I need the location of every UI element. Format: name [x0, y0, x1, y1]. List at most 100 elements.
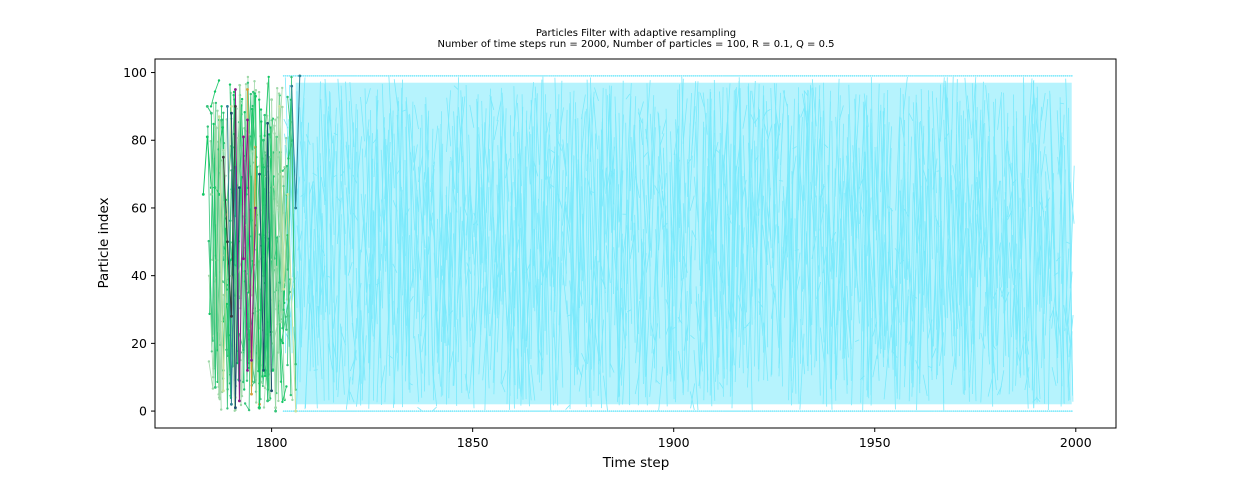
particle-point: [230, 402, 233, 406]
dense-particle-point: [379, 75, 382, 77]
dense-particle-point: [612, 75, 615, 77]
dense-particle-point: [801, 410, 804, 412]
dense-particle-point: [1054, 75, 1057, 77]
early-particle-point: [280, 340, 283, 343]
dense-particle-point: [660, 75, 663, 77]
dense-particle-point: [534, 75, 536, 77]
dense-particle-point: [817, 75, 820, 77]
dense-particle-point: [417, 410, 420, 412]
dense-particle-point: [654, 410, 657, 412]
particle-point: [222, 149, 225, 152]
early-particle-point: [243, 388, 246, 391]
dense-particle-point: [700, 75, 703, 77]
dense-particle-point: [761, 75, 764, 77]
dense-particle-point: [918, 410, 920, 412]
early-particle-point: [263, 386, 267, 390]
dense-particle-point: [578, 410, 581, 412]
dense-particle-point: [518, 75, 520, 77]
dense-particle-point: [1054, 410, 1057, 412]
dense-particle-point: [628, 410, 631, 412]
dense-particle-point: [1010, 410, 1013, 412]
dense-particle-point: [329, 410, 331, 412]
dense-particle-point: [620, 410, 623, 412]
dense-particle-point: [982, 410, 985, 412]
particle-trajectory-line: [279, 106, 297, 412]
dense-particle-point: [869, 75, 872, 77]
early-particle-point: [281, 400, 284, 404]
dense-particle-point: [1028, 75, 1031, 77]
dense-particle-point: [534, 410, 536, 412]
dense-particle-point: [479, 410, 482, 412]
dense-particle-point: [564, 75, 566, 77]
dense-particle-point: [849, 410, 852, 412]
dense-particle-point: [1018, 75, 1021, 77]
early-particle-point: [216, 109, 219, 113]
dense-particle-point: [698, 75, 701, 77]
dense-particle-point: [407, 75, 410, 77]
particle-point: [213, 386, 217, 389]
particle-point: [266, 121, 269, 125]
dense-particle-point: [1040, 410, 1043, 412]
dense-particle-point: [413, 75, 416, 77]
dense-particle-point: [1046, 410, 1049, 412]
dense-particle-point: [463, 410, 466, 412]
dense-particle-point: [807, 75, 810, 77]
dense-particle-point: [839, 410, 842, 412]
dense-particle-point: [415, 75, 418, 77]
dense-particle-point: [449, 75, 452, 77]
dense-particle-point: [636, 75, 639, 77]
dense-particle-point: [389, 75, 392, 77]
particle-point: [278, 105, 281, 108]
dense-particle-point: [737, 75, 739, 77]
dense-particle-point: [926, 75, 928, 77]
particle-point: [258, 406, 261, 410]
dense-particle-point: [401, 410, 404, 412]
dense-trajectory-segment: [283, 118, 289, 129]
dense-particle-point: [638, 75, 641, 77]
early-particle-point: [268, 392, 272, 396]
dense-particle-point: [359, 410, 361, 412]
dense-particle-point: [393, 410, 396, 412]
dense-particle-point: [1006, 75, 1009, 77]
dense-particle-point: [556, 75, 558, 77]
dense-particle-point: [421, 410, 424, 412]
dense-particle-point: [747, 410, 749, 412]
early-particle-point: [281, 86, 284, 90]
dense-particle-point: [815, 75, 818, 77]
dense-particle-point: [1066, 75, 1069, 77]
dense-particle-point: [333, 75, 335, 77]
dense-particle-point: [369, 410, 371, 412]
dense-particle-point: [668, 410, 671, 412]
dense-particle-point: [912, 75, 914, 77]
dense-trajectory-segment: [565, 405, 570, 410]
dense-particle-point: [877, 410, 880, 412]
dense-particle-point: [729, 75, 731, 77]
dense-particle-point: [325, 75, 327, 77]
dense-particle-point: [361, 410, 363, 412]
early-particle-point: [273, 124, 276, 127]
dense-particle-point: [809, 410, 812, 412]
dense-particle-point: [735, 410, 737, 412]
dense-particle-point: [759, 75, 761, 77]
dense-particle-point: [883, 410, 886, 412]
dense-particle-point: [544, 75, 546, 77]
dense-particle-point: [900, 410, 902, 412]
dense-particle-point: [596, 75, 599, 77]
early-particle-point: [226, 388, 229, 391]
dense-particle-point: [319, 410, 321, 412]
early-particle-point: [244, 83, 248, 86]
dense-particle-point: [554, 410, 556, 412]
dense-particle-point: [835, 410, 838, 412]
dense-particle-point: [355, 75, 357, 77]
dense-particle-point: [650, 75, 653, 77]
dense-particle-point: [363, 410, 365, 412]
dense-particle-point: [938, 410, 940, 412]
dense-particle-point: [1022, 410, 1025, 412]
dense-particle-point: [871, 410, 874, 412]
dense-particle-point: [626, 75, 629, 77]
dense-particle-point: [373, 75, 375, 77]
dense-particle-point: [461, 75, 464, 77]
dense-particle-point: [809, 75, 812, 77]
dense-particle-point: [296, 75, 299, 77]
early-particle-point: [243, 111, 246, 114]
